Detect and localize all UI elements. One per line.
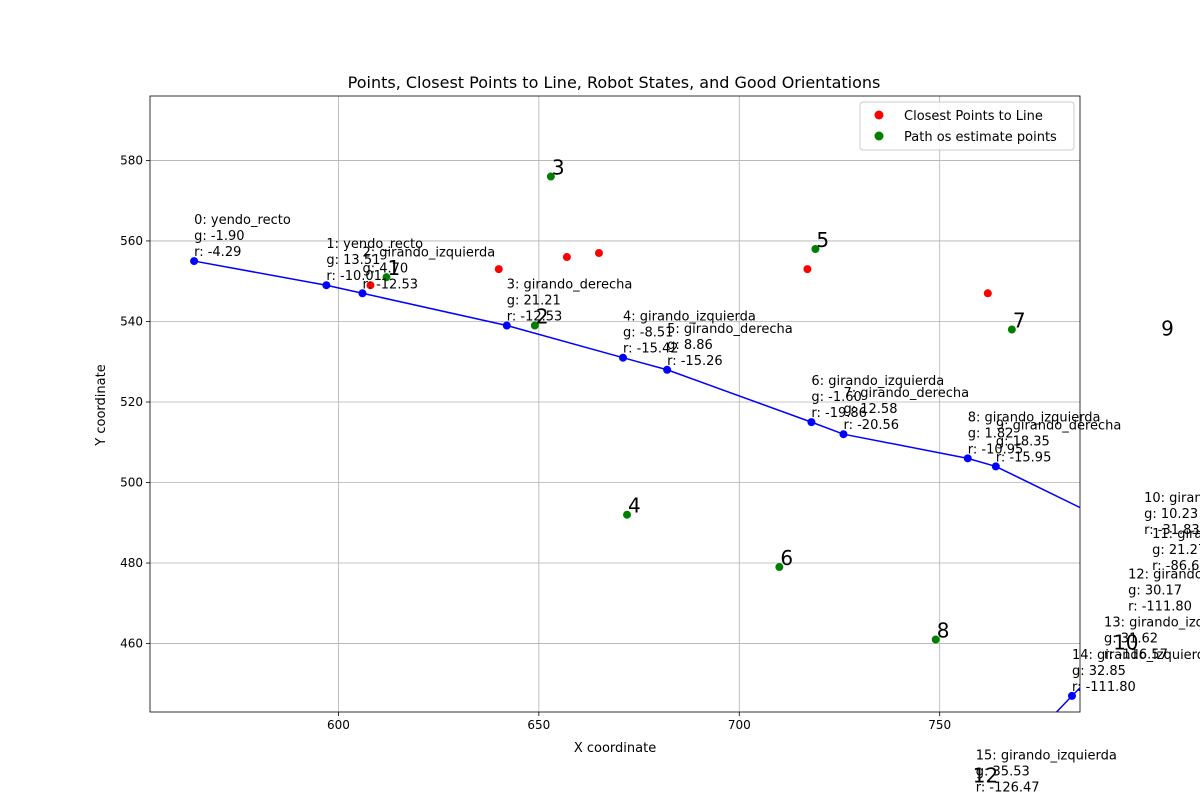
chart-title: Points, Closest Points to Line, Robot St… [348, 73, 881, 92]
robot-state-label: g: 32.85 [1072, 664, 1126, 679]
legend: Closest Points to Line Path os estimate p… [860, 102, 1074, 150]
x-tick-label: 700 [728, 718, 751, 732]
closest-point [595, 249, 603, 257]
robot-state-label: r: -20.56 [843, 418, 899, 433]
legend-marker [875, 111, 884, 120]
robot-state-label: r: -15.95 [996, 450, 1052, 465]
robot-state-label: g: 8.86 [667, 338, 713, 353]
robot-state-label: 5: girando_derecha [667, 322, 793, 337]
path-point-index-label: 1 [388, 256, 401, 280]
robot-state-label: r: -15.26 [667, 354, 723, 369]
closest-point [984, 289, 992, 297]
path-point-index-label: 4 [628, 494, 641, 518]
robot-state-label: g: 4.70 [362, 261, 408, 276]
robot-state-label: 3: girando_derecha [507, 277, 633, 292]
x-tick-label: 600 [327, 718, 350, 732]
robot-state-label: g: 12.58 [843, 402, 897, 417]
x-tick-label: 750 [928, 718, 951, 732]
robot-state-label: r: -4.29 [194, 245, 241, 260]
legend-label: Path os estimate points [904, 130, 1057, 145]
robot-state-label: 0: yendo_recto [194, 213, 291, 228]
y-tick-label: 460 [120, 637, 143, 651]
y-tick-label: 540 [120, 314, 143, 328]
legend-marker [875, 132, 884, 141]
path-point-index-label: 8 [937, 619, 950, 643]
robot-state-label: 2: girando_izquierda [362, 245, 495, 260]
robot-state-label: g: -8.51 [623, 326, 673, 341]
robot-state-label: r: -111.80 [1128, 599, 1192, 614]
robot-state-label: g: 21.21 [507, 293, 561, 308]
robot-state-label: g: 18.35 [996, 434, 1050, 449]
y-tick-label: 560 [120, 234, 143, 248]
y-tick-label: 500 [120, 476, 143, 490]
closest-point [495, 265, 503, 273]
robot-state-label: r: -111.80 [1072, 680, 1136, 695]
robot-state-label: g: -1.90 [194, 229, 244, 244]
robot-state-label: 15: girando_izquierda [976, 749, 1117, 764]
path-point-index-label: 3 [552, 156, 565, 180]
closest-point [803, 265, 811, 273]
robot-state-label: g: 10.23 [1144, 507, 1198, 522]
path-point-index-label: 12 [973, 763, 998, 787]
path-point-index-label: 10 [1113, 631, 1138, 655]
path-point-index-label: 5 [816, 228, 829, 252]
robot-state-label: 7: girando_derecha [843, 386, 969, 401]
path-point-index-label: 7 [1013, 309, 1026, 333]
robot-state-label: 13: girando_izquierda [1104, 616, 1200, 631]
path-point-index-label: 9 [1161, 317, 1174, 341]
path-point-index-label: 6 [780, 546, 793, 570]
robot-state-label: g: 30.17 [1128, 583, 1182, 598]
path-point-index-label: 2 [536, 304, 549, 328]
closest-point [563, 253, 571, 261]
robot-state-label: 9: girando_derecha [996, 418, 1122, 433]
y-tick-label: 480 [120, 556, 143, 570]
robot-state-label: 11: girando_izquierda [1152, 527, 1200, 542]
y-tick-label: 520 [120, 395, 143, 409]
y-tick-label: 580 [120, 153, 143, 167]
robot-state-label: r: -12.53 [507, 309, 563, 324]
x-tick-label: 650 [527, 718, 550, 732]
x-axis-label: X coordinate [574, 741, 656, 756]
y-axis-label: Y coordinate [94, 364, 109, 446]
robot-state-label: 12: girando_izquierda [1128, 567, 1200, 582]
robot-state-label: g: 21.27 [1152, 543, 1200, 558]
legend-label: Closest Points to Line [904, 109, 1043, 124]
robot-state-label: 10: girando_derecha [1144, 491, 1200, 506]
